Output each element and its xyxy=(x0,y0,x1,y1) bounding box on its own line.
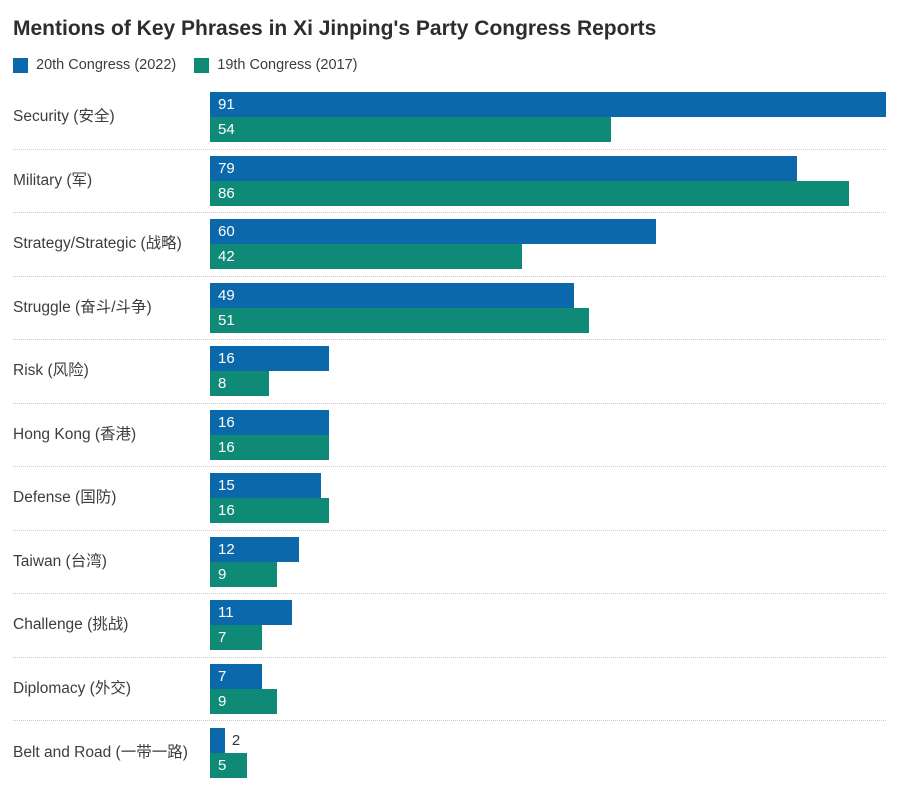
bar-group: 79 86 xyxy=(210,155,886,206)
bar-group: 16 8 xyxy=(210,346,886,397)
series-2017-bar: 51 xyxy=(210,307,589,333)
bar-group: 15 16 xyxy=(210,473,886,524)
legend-swatch-2017 xyxy=(194,57,210,73)
chart-row: Defense (国防) 15 16 xyxy=(13,467,886,531)
series-2017-bar: 16 xyxy=(210,498,329,524)
series-2022-bar: 79 xyxy=(210,155,797,181)
bar-value-label: 12 xyxy=(218,540,235,558)
chart-row: Challenge (挑战) 11 7 xyxy=(13,594,886,658)
series-2022-bar: 15 xyxy=(210,473,322,499)
chart-row: Diplomacy (外交) 7 9 xyxy=(13,658,886,721)
legend-item-19th-congress: 19th Congress (2017) xyxy=(194,57,358,73)
bar-value-label: 16 xyxy=(218,413,235,431)
chart-row: Hong Kong (香港) 16 16 xyxy=(13,404,886,467)
category-label: Struggle (奋斗/斗争) xyxy=(13,298,152,316)
category-label: Risk (风险) xyxy=(13,362,89,380)
category-label: Challenge (挑战) xyxy=(13,616,129,634)
category-label: Security (安全) xyxy=(13,108,115,126)
bar-value-label: 9 xyxy=(218,565,227,583)
bar-value-label: 54 xyxy=(218,121,235,139)
bar-value-label: 5 xyxy=(218,756,227,774)
bar-group: 2 5 xyxy=(210,727,886,778)
category-label: Taiwan (台湾) xyxy=(13,552,107,570)
series-2017-bar: 9 xyxy=(210,688,277,714)
bar-value-label: 86 xyxy=(218,184,235,202)
bar-value-label: 51 xyxy=(218,311,235,329)
legend: 20th Congress (2022) 19th Congress (2017… xyxy=(13,57,886,73)
legend-label-2017: 19th Congress (2017) xyxy=(217,57,358,73)
bar-value-label: 49 xyxy=(218,286,235,304)
series-2022-bar: 60 xyxy=(210,219,656,245)
bar-group: 12 9 xyxy=(210,536,886,587)
series-2017-bar: 42 xyxy=(210,244,522,270)
category-label: Diplomacy (外交) xyxy=(13,679,131,697)
chart-row: Strategy/Strategic (战略) 60 42 xyxy=(13,213,886,277)
bar-group: 16 16 xyxy=(210,409,886,460)
legend-swatch-2022 xyxy=(13,57,28,73)
series-2017-bar: 54 xyxy=(210,117,612,143)
category-label: Defense (国防) xyxy=(13,489,117,507)
series-2022-bar: 11 xyxy=(210,600,292,626)
bar-value-label: 16 xyxy=(218,350,235,368)
bar-value-label: 9 xyxy=(218,692,227,710)
bar-value-label: 7 xyxy=(218,629,227,647)
series-2022-bar: 91 xyxy=(210,92,886,118)
series-2017-bar: 9 xyxy=(210,561,277,587)
chart-row: Risk (风险) 16 8 xyxy=(13,340,886,404)
chart-row: Struggle (奋斗/斗争) 49 51 xyxy=(13,277,886,340)
category-label: Hong Kong (香港) xyxy=(13,425,137,443)
chart-row: Military (军) 79 86 xyxy=(13,150,886,213)
series-2022-bar: 49 xyxy=(210,282,574,308)
bar-group: 7 9 xyxy=(210,663,886,714)
bar-value-label: 42 xyxy=(218,248,235,266)
series-2022-bar: 16 xyxy=(210,409,329,435)
bar-value-label: 2 xyxy=(231,731,241,749)
bar-group: 91 54 xyxy=(210,92,886,143)
category-label: Belt and Road (一带一路) xyxy=(13,743,188,761)
chart-row: Security (安全) 91 54 xyxy=(13,86,886,150)
category-label: Military (军) xyxy=(13,171,93,189)
legend-label-2022: 20th Congress (2022) xyxy=(36,57,177,73)
chart-row: Belt and Road (一带一路) 2 5 xyxy=(13,721,886,785)
series-2022-bar: 16 xyxy=(210,346,329,372)
series-2017-bar: 86 xyxy=(210,180,849,206)
bar-group: 60 42 xyxy=(210,219,886,270)
chart-row: Taiwan (台湾) 12 9 xyxy=(13,531,886,594)
series-2022-bar: 7 xyxy=(210,663,262,689)
bar-group: 11 7 xyxy=(210,600,886,651)
bar-group: 49 51 xyxy=(210,282,886,333)
chart-rows: Security (安全) 91 54 Military (军) 79 86 S… xyxy=(13,86,886,785)
bar-value-label: 16 xyxy=(218,502,235,520)
series-2017-bar: 7 xyxy=(210,625,262,651)
series-2022-bar: 12 xyxy=(210,536,300,562)
series-2017-bar: 16 xyxy=(210,434,329,460)
legend-item-20th-congress: 20th Congress (2022) xyxy=(13,57,176,73)
bar-value-label: 7 xyxy=(218,667,227,685)
bar-value-label: 79 xyxy=(218,159,235,177)
chart-container: Mentions of Key Phrases in Xi Jinping's … xyxy=(13,17,886,785)
bar-value-label: 16 xyxy=(218,438,235,456)
bar-value-label: 60 xyxy=(218,223,235,241)
category-label: Strategy/Strategic (战略) xyxy=(13,235,182,253)
series-2017-bar: 8 xyxy=(210,371,270,397)
chart-title: Mentions of Key Phrases in Xi Jinping's … xyxy=(13,17,657,40)
bar-value-label: 11 xyxy=(218,604,234,622)
bar-value-label: 15 xyxy=(218,477,235,495)
series-2022-bar: 2 xyxy=(210,727,240,753)
series-2017-bar: 5 xyxy=(210,752,248,778)
bar-value-label: 8 xyxy=(218,375,227,393)
bar-value-label: 91 xyxy=(218,96,235,114)
